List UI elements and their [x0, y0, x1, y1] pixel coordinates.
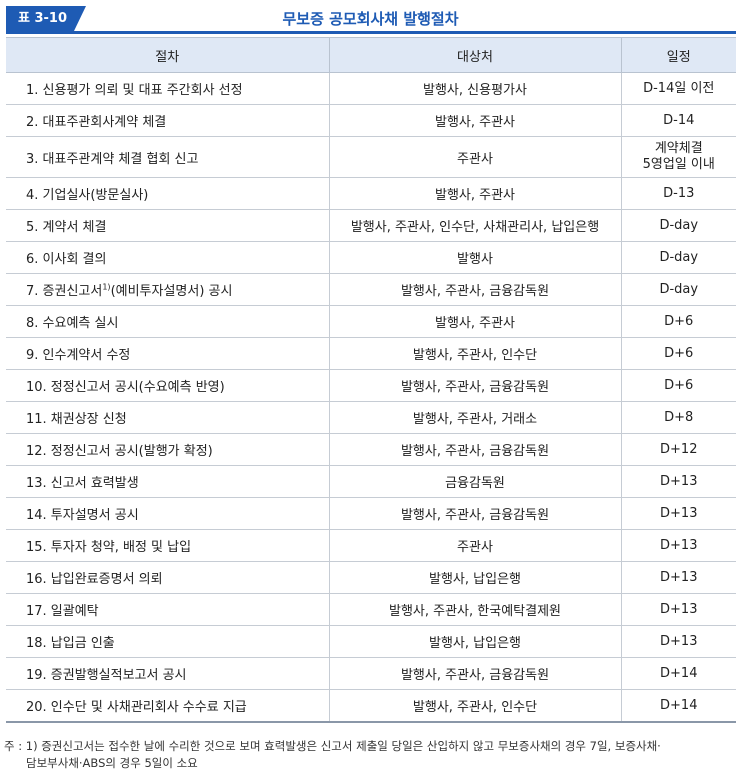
- table-row: 2. 대표주관회사계약 체결 발행사, 주관사 D-14: [6, 104, 736, 137]
- table-row: 8. 수요예측 실시 발행사, 주관사 D+6: [6, 305, 736, 338]
- table-row: 11. 채권상장 신청 발행사, 주관사, 거래소 D+8: [6, 401, 736, 434]
- footnote: 주 : 1) 증권신고서는 접수한 날에 수리한 것으로 보며 효력발생은 신고…: [4, 738, 737, 772]
- step-cell: 9. 인수계약서 수정: [6, 337, 330, 370]
- schedule-cell: D-day: [620, 241, 736, 274]
- target-cell: 발행사, 주관사, 금융감독원: [328, 497, 622, 530]
- schedule-cell: D+13: [620, 593, 736, 626]
- schedule-cell: D-13: [620, 177, 736, 210]
- target-cell: 발행사, 주관사, 금융감독원: [328, 369, 622, 402]
- column-header-schedule: 일정: [620, 37, 736, 73]
- step-cell: 10. 정정신고서 공시(수요예측 반영): [6, 369, 330, 402]
- procedure-table: 절차 대상처 일정 1. 신용평가 의뢰 및 대표 주간회사 선정 발행사, 신…: [6, 37, 736, 723]
- table-row: 10. 정정신고서 공시(수요예측 반영) 발행사, 주관사, 금융감독원 D+…: [6, 369, 736, 402]
- step-cell: 20. 인수단 및 사채관리회사 수수료 지급: [6, 689, 330, 723]
- step-cell: 11. 채권상장 신청: [6, 401, 330, 434]
- schedule-cell: D+6: [620, 305, 736, 338]
- step-cell: 18. 납입금 인출: [6, 625, 330, 658]
- target-cell: 발행사, 주관사: [328, 305, 622, 338]
- target-cell: 발행사, 주관사: [328, 104, 622, 137]
- target-cell: 발행사, 주관사, 금융감독원: [328, 657, 622, 690]
- target-cell: 발행사: [328, 241, 622, 274]
- step-cell: 12. 정정신고서 공시(발행가 확정): [6, 433, 330, 466]
- schedule-cell: D+14: [620, 657, 736, 690]
- target-cell: 금융감독원: [328, 465, 622, 498]
- step-cell: 7. 증권신고서1)(예비투자설명서) 공시: [6, 273, 330, 306]
- step-cell: 2. 대표주관회사계약 체결: [6, 104, 330, 137]
- target-cell: 발행사, 주관사, 금융감독원: [328, 433, 622, 466]
- table-row: 1. 신용평가 의뢰 및 대표 주간회사 선정 발행사, 신용평가사 D-14일…: [6, 72, 736, 105]
- table-header-row: 절차 대상처 일정: [6, 37, 736, 73]
- step-cell: 3. 대표주관계약 체결 협회 신고: [6, 136, 330, 178]
- column-header-step: 절차: [6, 37, 330, 73]
- target-cell: 발행사, 주관사, 인수단, 사채관리사, 납입은행: [328, 209, 622, 242]
- schedule-cell: D-day: [620, 209, 736, 242]
- table-row: 5. 계약서 체결 발행사, 주관사, 인수단, 사채관리사, 납입은행 D-d…: [6, 209, 736, 242]
- target-cell: 주관사: [328, 136, 622, 178]
- footnote-line: 주 : 1) 증권신고서는 접수한 날에 수리한 것으로 보며 효력발생은 신고…: [4, 739, 661, 753]
- schedule-line: 계약체결: [654, 141, 703, 156]
- target-cell: 발행사, 주관사, 인수단: [328, 689, 622, 723]
- step-cell: 14. 투자설명서 공시: [6, 497, 330, 530]
- step-cell: 5. 계약서 체결: [6, 209, 330, 242]
- table-row: 7. 증권신고서1)(예비투자설명서) 공시 발행사, 주관사, 금융감독원 D…: [6, 273, 736, 306]
- schedule-cell: D+13: [620, 465, 736, 498]
- target-cell: 발행사, 납입은행: [328, 625, 622, 658]
- schedule-cell: D+6: [620, 337, 736, 370]
- schedule-cell: D+12: [620, 433, 736, 466]
- footnote-line: 담보부사채·ABS의 경우 5일이 소요: [26, 756, 198, 770]
- target-cell: 주관사: [328, 529, 622, 562]
- target-cell: 발행사, 신용평가사: [328, 72, 622, 105]
- step-cell: 6. 이사회 결의: [6, 241, 330, 274]
- step-cell: 4. 기업실사(방문실사): [6, 177, 330, 210]
- schedule-cell: D-14일 이전: [620, 72, 736, 105]
- step-cell: 13. 신고서 효력발생: [6, 465, 330, 498]
- schedule-cell: D-14: [620, 104, 736, 137]
- table-row: 14. 투자설명서 공시 발행사, 주관사, 금융감독원 D+13: [6, 497, 736, 530]
- table-row: 13. 신고서 효력발생 금융감독원 D+13: [6, 465, 736, 498]
- table-title-bar: 표 3-10 무보증 공모회사채 발행절차: [0, 0, 741, 34]
- table-row: 15. 투자자 청약, 배정 및 납입 주관사 D+13: [6, 529, 736, 562]
- step-cell: 19. 증권발행실적보고서 공시: [6, 657, 330, 690]
- schedule-cell: D+8: [620, 401, 736, 434]
- target-cell: 발행사, 주관사: [328, 177, 622, 210]
- table-row: 9. 인수계약서 수정 발행사, 주관사, 인수단 D+6: [6, 337, 736, 370]
- schedule-cell: D+6: [620, 369, 736, 402]
- table-title: 무보증 공모회사채 발행절차: [282, 10, 459, 28]
- step-cell: 8. 수요예측 실시: [6, 305, 330, 338]
- schedule-cell: D+13: [620, 529, 736, 562]
- target-cell: 발행사, 주관사, 인수단: [328, 337, 622, 370]
- target-cell: 발행사, 납입은행: [328, 561, 622, 594]
- step-cell: 15. 투자자 청약, 배정 및 납입: [6, 529, 330, 562]
- table-row: 3. 대표주관계약 체결 협회 신고 주관사 계약체결 5영업일 이내: [6, 136, 736, 178]
- step-cell: 1. 신용평가 의뢰 및 대표 주간회사 선정: [6, 72, 330, 105]
- table-row: 16. 납입완료증명서 의뢰 발행사, 납입은행 D+13: [6, 561, 736, 594]
- table-number-tag-tail: [74, 6, 86, 31]
- table-row: 6. 이사회 결의 발행사 D-day: [6, 241, 736, 274]
- step-cell: 17. 일괄예탁: [6, 593, 330, 626]
- schedule-cell: D+13: [620, 625, 736, 658]
- schedule-cell: D+14: [620, 689, 736, 723]
- schedule-line: 5영업일 이내: [642, 157, 715, 172]
- target-cell: 발행사, 주관사, 한국예탁결제원: [328, 593, 622, 626]
- target-cell: 발행사, 주관사, 거래소: [328, 401, 622, 434]
- table-number-tag: 표 3-10: [6, 6, 74, 31]
- footnote-marker: 1): [102, 282, 111, 292]
- schedule-cell: D+13: [620, 561, 736, 594]
- table-row: 20. 인수단 및 사채관리회사 수수료 지급 발행사, 주관사, 인수단 D+…: [6, 689, 736, 723]
- table-row: 12. 정정신고서 공시(발행가 확정) 발행사, 주관사, 금융감독원 D+1…: [6, 433, 736, 466]
- step-text: (예비투자설명서) 공시: [110, 284, 233, 299]
- schedule-cell: D-day: [620, 273, 736, 306]
- schedule-cell: 계약체결 5영업일 이내: [620, 136, 736, 178]
- step-text: 7. 증권신고서: [26, 284, 103, 299]
- title-underline: [6, 31, 736, 34]
- table-row: 18. 납입금 인출 발행사, 납입은행 D+13: [6, 625, 736, 658]
- table-row: 17. 일괄예탁 발행사, 주관사, 한국예탁결제원 D+13: [6, 593, 736, 626]
- schedule-cell: D+13: [620, 497, 736, 530]
- target-cell: 발행사, 주관사, 금융감독원: [328, 273, 622, 306]
- column-header-target: 대상처: [328, 37, 622, 73]
- table-row: 19. 증권발행실적보고서 공시 발행사, 주관사, 금융감독원 D+14: [6, 657, 736, 690]
- table-row: 4. 기업실사(방문실사) 발행사, 주관사 D-13: [6, 177, 736, 210]
- step-cell: 16. 납입완료증명서 의뢰: [6, 561, 330, 594]
